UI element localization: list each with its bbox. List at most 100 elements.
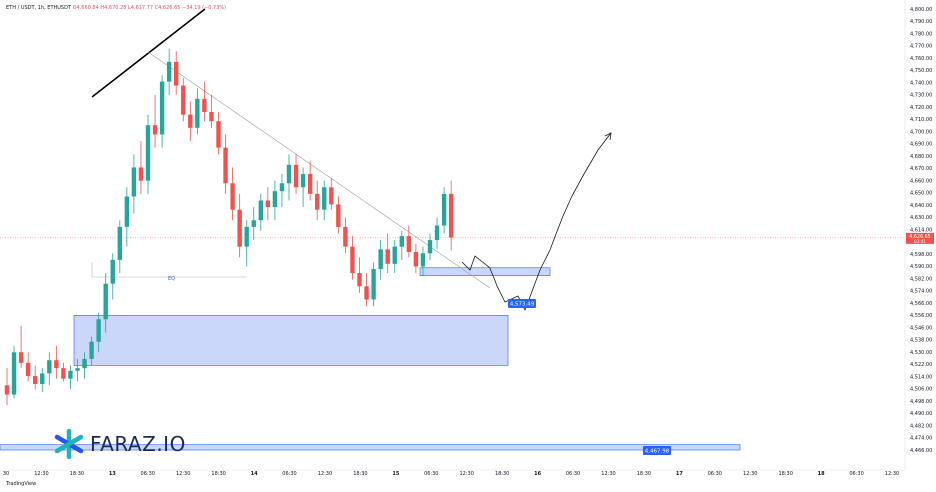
x-tick-label: 18:30 — [70, 471, 84, 477]
candle-body — [399, 236, 404, 247]
y-tick-label: 4,514.00 — [910, 374, 932, 380]
candle — [413, 244, 419, 274]
tradingview-footer[interactable]: TradingView — [6, 481, 37, 487]
candle-body — [371, 269, 376, 300]
candle — [441, 187, 447, 234]
y-tick-label: 4,598.00 — [910, 252, 932, 258]
candle-body — [364, 286, 369, 300]
y-tick-label: 4,590.00 — [910, 264, 932, 270]
y-tick-label: 4,690.00 — [910, 142, 932, 148]
y-tick-label: 4,680.00 — [910, 154, 932, 160]
candle — [152, 94, 158, 148]
y-tick-label: 4,490.00 — [910, 411, 932, 417]
candle-body — [258, 200, 263, 221]
candle-body — [82, 358, 87, 369]
candle-body — [40, 373, 45, 384]
candle — [385, 233, 390, 274]
projection-arrowhead — [604, 132, 612, 141]
ohlc-low: L4,617.77 — [128, 5, 154, 11]
candle — [315, 180, 320, 221]
candle — [343, 217, 348, 254]
candle — [293, 154, 299, 194]
candle — [166, 48, 172, 95]
candle-body — [315, 193, 320, 210]
candle-body — [441, 193, 447, 226]
candle-body — [202, 98, 207, 112]
candle-body — [4, 385, 10, 395]
candle-body — [279, 183, 285, 192]
candle — [209, 94, 214, 128]
x-tick-label: 18:30 — [637, 471, 651, 477]
candle-body — [216, 121, 221, 148]
x-tick-label: 12:30 — [885, 471, 899, 477]
logo-text: FARAZ.IO — [90, 432, 186, 456]
y-tick-label: 4,506.00 — [910, 387, 932, 393]
candle-body — [350, 246, 355, 274]
candle-body — [336, 204, 341, 227]
y-tick-label: 4,530.00 — [910, 350, 932, 356]
x-tick-label: 12:30 — [601, 471, 615, 477]
candle-body — [251, 220, 256, 227]
candle — [174, 51, 179, 95]
ohlc-close: C4,626.65 — [154, 5, 181, 11]
y-tick-label: 4,640.00 — [910, 203, 932, 209]
candle — [68, 365, 73, 390]
candle — [244, 220, 249, 267]
candle-body — [117, 226, 122, 260]
price-tag: 4,573.49 — [508, 299, 536, 308]
y-tick-label: 4,574.00 — [910, 289, 932, 295]
candle — [406, 225, 412, 258]
y-tick-label: 4,780.00 — [910, 31, 932, 37]
candle — [82, 352, 87, 379]
candle — [364, 273, 369, 307]
y-tick-label: 4,750.00 — [910, 68, 932, 74]
x-tick-label: 13 — [109, 471, 116, 477]
x-tick-label: 06:30 — [849, 471, 863, 477]
candle — [75, 358, 80, 382]
candle-body — [322, 187, 327, 210]
price-tag: 4,467.98 — [643, 446, 671, 455]
candle — [103, 273, 108, 333]
candle-body — [392, 246, 397, 264]
candle — [96, 312, 101, 353]
symbol-label[interactable]: ETH / USDT, 1h, ETHUSDT — [6, 5, 71, 11]
candle — [357, 257, 362, 293]
candle — [336, 196, 341, 234]
candle-body — [378, 249, 383, 270]
candle — [54, 345, 59, 379]
candle-body — [427, 240, 433, 254]
y-tick-label: 4,546.00 — [910, 325, 932, 331]
candle — [272, 180, 278, 221]
candle — [378, 240, 383, 280]
y-tick-label: 4,760.00 — [910, 56, 932, 62]
candle — [89, 336, 94, 366]
trendline-descending — [147, 51, 491, 289]
candle — [392, 240, 397, 274]
candle-body — [68, 370, 73, 379]
candle-body — [286, 164, 292, 184]
y-tick-label: 4,614.00 — [910, 227, 932, 233]
asterisk-logo-icon — [54, 429, 84, 459]
faraz-logo: FARAZ.IO — [54, 429, 186, 459]
x-tick-label: 30 — [3, 471, 9, 477]
y-tick-label: 4,538.00 — [910, 338, 932, 344]
candle — [61, 362, 66, 382]
y-tick-label: 4,556.00 — [910, 313, 932, 319]
candle — [371, 262, 376, 307]
candle — [258, 193, 263, 231]
y-tick-label: 4,710.00 — [910, 117, 932, 123]
candle — [4, 368, 10, 406]
ohlc-high: H4,670.28 — [100, 5, 127, 11]
x-tick-label: 15 — [392, 471, 399, 477]
candle-body — [145, 125, 151, 181]
candle-body — [343, 226, 348, 247]
price-tag-bg — [508, 299, 536, 308]
candle — [216, 111, 221, 155]
y-tick-label: 4,730.00 — [910, 93, 932, 99]
candle-body — [272, 191, 278, 208]
candle-body — [223, 147, 228, 184]
candle — [350, 236, 355, 280]
candle — [110, 253, 115, 300]
